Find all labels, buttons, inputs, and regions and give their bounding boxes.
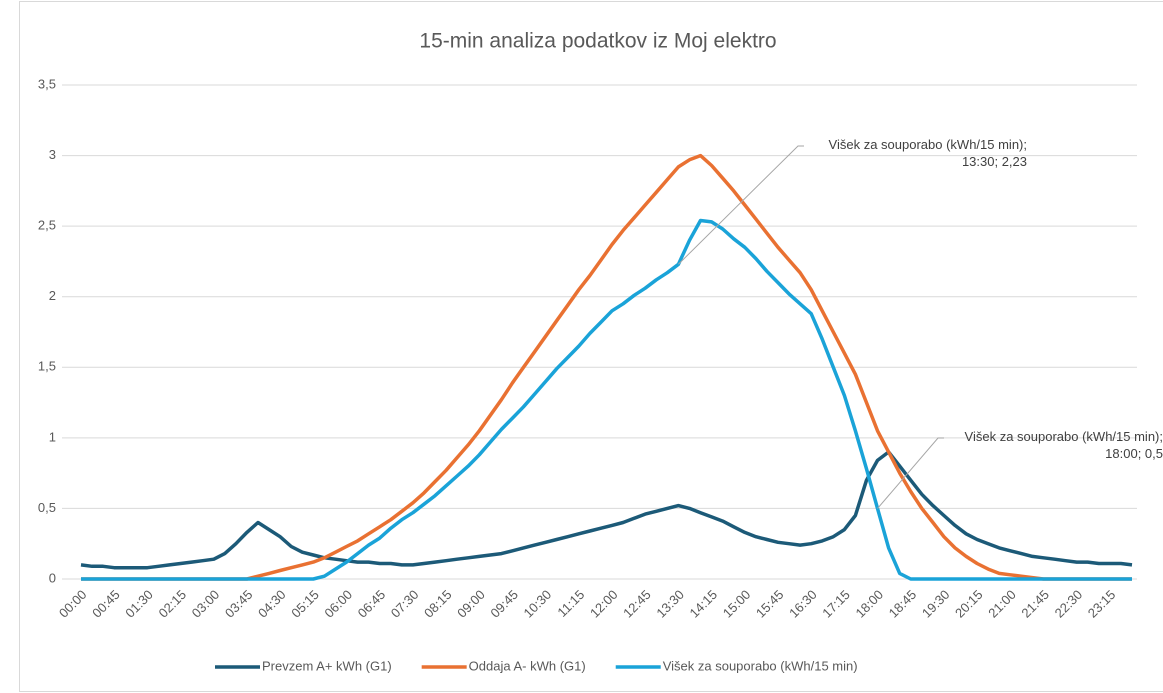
- series-line: [81, 218, 1132, 581]
- y-tick-label: 2: [49, 288, 56, 303]
- y-tick-label: 2,5: [38, 218, 56, 233]
- annotation-leader: [678, 145, 804, 265]
- y-tick-label: 3: [49, 147, 56, 162]
- y-tick-label: 0: [49, 570, 56, 585]
- legend-label: Prevzem A+ kWh (G1): [262, 658, 392, 673]
- chart-border: [19, 1, 1163, 692]
- y-tick-label: 0,5: [38, 500, 56, 515]
- annotation: Višek za souporabo (kWh/15 min); 18:00; …: [964, 429, 1163, 461]
- legend-label: Višek za souporabo (kWh/15 min): [663, 658, 858, 673]
- annotation: Višek za souporabo (kWh/15 min); 13:30; …: [828, 137, 1027, 169]
- series-line: [80, 450, 1133, 570]
- y-tick-label: 3,5: [38, 76, 56, 91]
- series-line: [81, 153, 1132, 581]
- legend-label: Oddaja A- kWh (G1): [469, 658, 586, 673]
- y-tick-label: 1,5: [38, 359, 56, 374]
- chart-title: 15-min analiza podatkov iz Moj elektro: [419, 30, 776, 53]
- annotation-leader: [877, 437, 944, 509]
- y-tick-label: 1: [49, 429, 56, 444]
